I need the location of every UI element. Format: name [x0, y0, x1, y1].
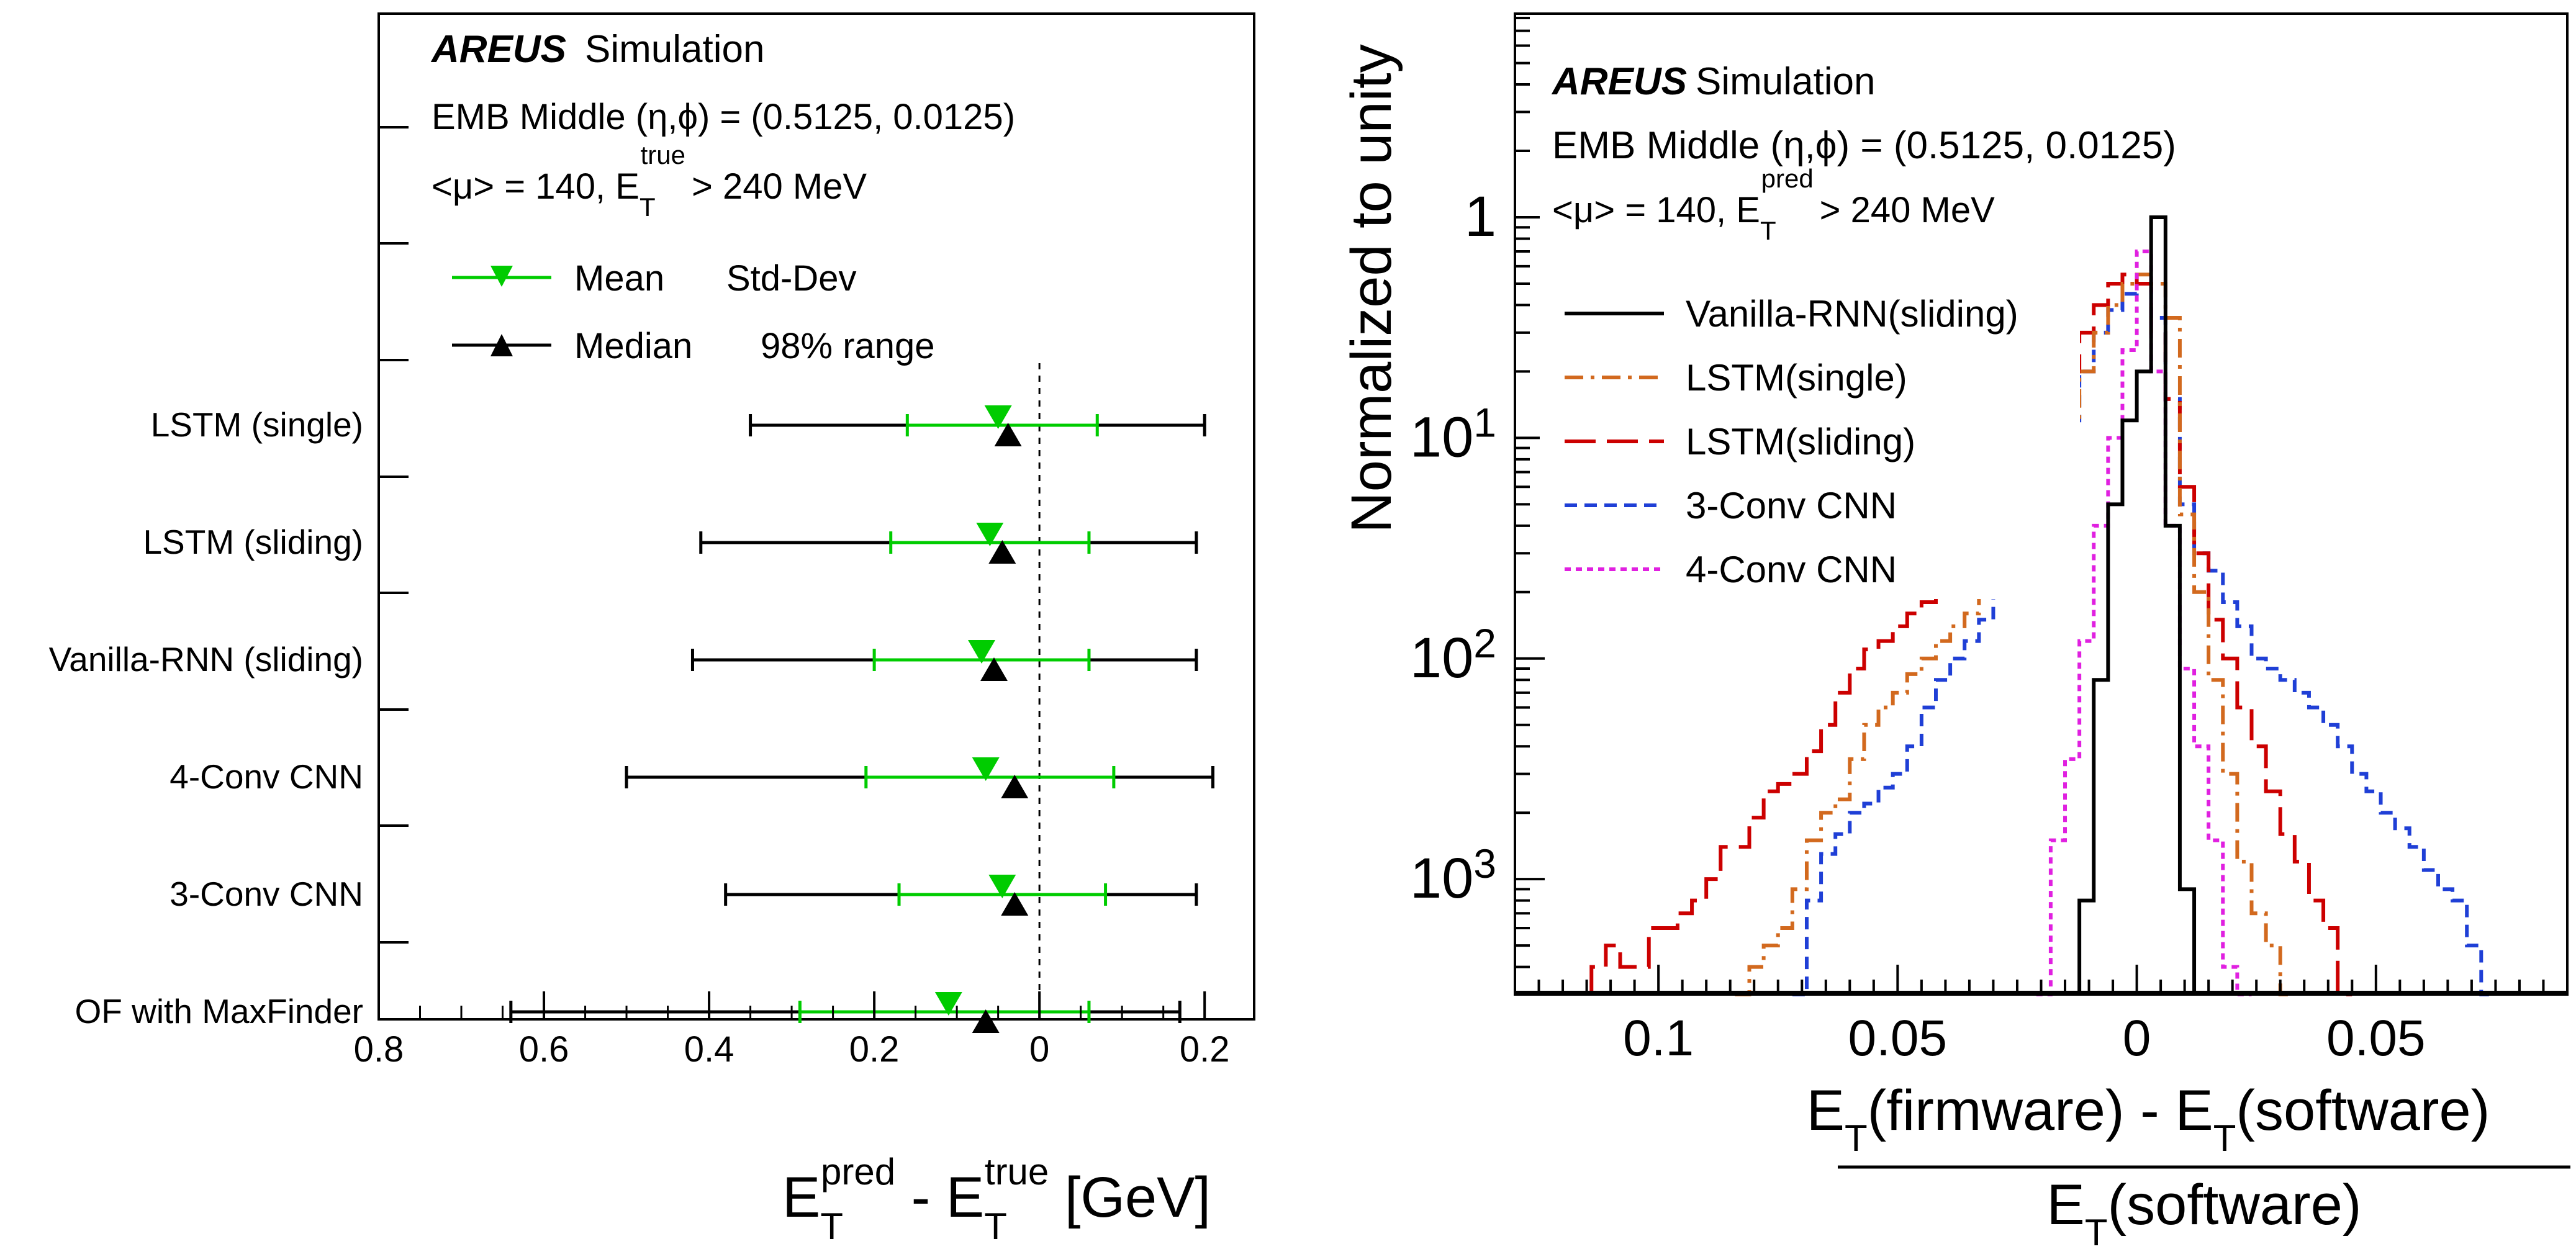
legend-median-marker [490, 334, 513, 356]
legend-mean-label: Mean [574, 258, 664, 299]
category-label-lstm-sliding: LSTM (sliding) [143, 523, 363, 561]
right-legend: Vanilla-RNN(sliding) LSTM(single) LSTM(s… [1540, 276, 2080, 599]
category-label-of-maxfinder: OF with MaxFinder [75, 992, 363, 1030]
left-x-axis-title: ETpred - ETtrue [GeV] [782, 1151, 1211, 1247]
right-x-title-numerator: ET(firmware) - ET(software) [1807, 1079, 2490, 1159]
right-x-title-denominator: ET(software) [2047, 1173, 2362, 1249]
category-label-vanilla-rnn: Vanilla-RNN (sliding) [49, 640, 363, 679]
left-xtick-label: 0.4 [684, 1029, 734, 1070]
category-label-4conv-cnn: 4-Conv CNN [169, 757, 363, 796]
left-xtick-label: 0.2 [1180, 1029, 1230, 1070]
left-header-line1: EMB Middle (η,ϕ) = (0.5125, 0.0125) [432, 97, 1015, 137]
right-y-axis-title: Normalized to unity [1340, 44, 1403, 533]
right-xtick-label: 0.05 [1848, 1010, 1948, 1066]
right-ytick-label: 103 [1410, 841, 1496, 910]
left-xtick-label: 0.2 [849, 1029, 900, 1070]
legend-entry-mean: Mean Std-Dev [452, 258, 857, 299]
median-marker [994, 423, 1022, 446]
legend-range98-label: 98% range [761, 326, 935, 366]
right-y-tick-labels: 1 101 102 103 [1410, 185, 1496, 910]
right-y-ticks [1515, 17, 1545, 996]
left-xtick-label: 0.6 [519, 1029, 569, 1070]
legend-median-label: Median [574, 326, 692, 366]
legend-entry-3conv-cnn: 3-Conv CNN [1565, 485, 1897, 526]
mean-marker [968, 640, 996, 664]
left-y-ticks [379, 126, 409, 944]
histogram-vanilla-rnn-sliding- [2077, 215, 2197, 994]
right-header-title: AREUS Simulation [1551, 60, 1876, 103]
histogram-4-conv-cnn [2036, 250, 2252, 996]
legend-label-lstm-single: LSTM(single) [1686, 357, 1907, 399]
right-header-line2: <μ> = 140, ETpred> 240 MeV [1552, 164, 1995, 245]
right-header: AREUS Simulation EMB Middle (η,ϕ) = (0.51… [1540, 37, 2176, 273]
median-marker [1001, 892, 1029, 916]
left-xtick-label: 0 [1029, 1029, 1049, 1070]
mean-marker [988, 875, 1016, 898]
category-labels: LSTM (single) LSTM (sliding) Vanilla-RNN… [49, 405, 363, 1030]
error-bars [509, 405, 1214, 1033]
left-header-line2: <μ> = 140, ETtrue> 240 MeV [432, 140, 867, 222]
mean-marker [976, 523, 1004, 546]
median-marker [972, 1009, 1000, 1033]
median-marker [980, 657, 1008, 681]
mean-marker [972, 757, 1000, 781]
left-legend: Mean Std-Dev Median 98% range [452, 258, 935, 366]
legend-entry-lstm-single: LSTM(single) [1565, 357, 1907, 399]
right-x-axis-title: ET(firmware) - ET(software) ET(software) [1807, 1079, 2570, 1249]
left-plot-frame [377, 12, 1255, 1021]
right-ytick-label: 102 [1410, 620, 1496, 690]
legend-label-4conv-cnn: 4-Conv CNN [1686, 549, 1897, 590]
right-xtick-label: 0.05 [2326, 1010, 2426, 1066]
legend-label-3conv-cnn: 3-Conv CNN [1686, 485, 1897, 526]
legend-stddev-label: Std-Dev [726, 258, 857, 299]
left-xtick-label: 0.8 [354, 1029, 404, 1070]
legend-entry-lstm-sliding: LSTM(sliding) [1565, 421, 1915, 462]
left-x-tick-labels: 0.8 0.6 0.4 0.2 0 0.2 [354, 1029, 1230, 1070]
mean-marker [934, 992, 962, 1016]
mean-marker [984, 405, 1012, 429]
right-header-line1: EMB Middle (η,ϕ) = (0.5125, 0.0125) [1552, 124, 2176, 167]
category-label-3conv-cnn: 3-Conv CNN [169, 875, 363, 913]
right-xtick-label: 0 [2123, 1010, 2151, 1066]
left-panel: AREUS Simulation EMB Middle (η,ϕ) = (0.51… [49, 12, 1255, 1247]
left-x-ticks [377, 991, 1206, 1019]
legend-label-lstm-sliding: LSTM(sliding) [1686, 421, 1915, 462]
right-ytick-label: 101 [1410, 399, 1496, 469]
right-header-backdrop [1540, 37, 2099, 273]
legend-entry-median: Median 98% range [452, 326, 935, 366]
right-x-ticks [1537, 965, 2545, 994]
category-label-lstm-single: LSTM (single) [151, 405, 363, 444]
right-x-tick-labels: 0.1 0.05 0 0.05 [1623, 1010, 2425, 1066]
legend-entry-4conv-cnn: 4-Conv CNN [1565, 549, 1897, 590]
right-legend-backdrop [1540, 276, 2080, 599]
right-xtick-label: 0.1 [1623, 1010, 1694, 1066]
right-panel: Normalized to unity 1 101 102 103 0.1 0.… [1340, 12, 2570, 1249]
median-marker [1001, 775, 1029, 798]
right-ytick-label: 1 [1465, 185, 1496, 248]
legend-label-vanilla-rnn: Vanilla-RNN(sliding) [1686, 293, 2018, 335]
median-marker [988, 540, 1016, 564]
legend-entry-vanilla-rnn: Vanilla-RNN(sliding) [1565, 293, 2018, 335]
legend-mean-marker [490, 266, 513, 287]
left-header-title: AREUS Simulation [430, 28, 765, 71]
